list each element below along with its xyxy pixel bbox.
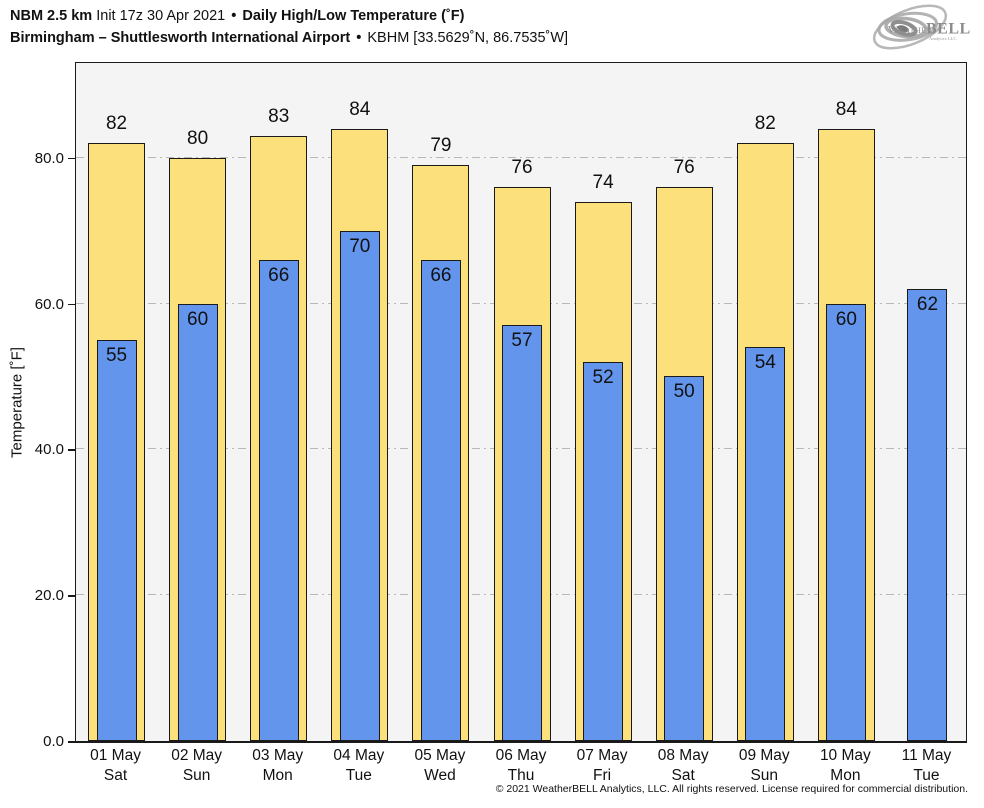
x-tick-date: 09 May <box>738 747 790 764</box>
high-value-label: 74 <box>592 171 614 193</box>
x-tick-label: 02 May Sun <box>152 746 242 786</box>
y-tick-mark <box>68 449 75 451</box>
low-bar <box>420 259 461 741</box>
y-tick-mark <box>68 595 75 597</box>
low-value-label: 66 <box>268 264 290 286</box>
high-value-label: 79 <box>430 135 452 157</box>
low-bar <box>583 361 624 741</box>
x-tick-weekday: Mon <box>830 767 861 784</box>
x-tick-date: 07 May <box>576 747 628 764</box>
logo-subtitle: Analytics LLC <box>929 36 956 41</box>
x-tick-date: 03 May <box>252 747 304 764</box>
y-tick-mark <box>68 741 75 743</box>
y-tick-mark <box>68 303 75 306</box>
init-time: Init 17z 30 Apr 2021 <box>96 8 226 24</box>
title-line-2: Birmingham – Shuttlesworth International… <box>10 27 568 49</box>
y-tick-label: 80.0 <box>34 149 64 167</box>
model-name: NBM 2.5 km <box>10 8 93 24</box>
x-tick-weekday: Sat <box>103 767 128 784</box>
x-tick-date: 05 May <box>414 747 466 764</box>
copyright-notice: © 2021 WeatherBELL Analytics, LLC. All r… <box>495 783 968 795</box>
low-bar <box>664 376 705 741</box>
low-value-label: 54 <box>754 352 776 374</box>
low-bar <box>177 303 218 741</box>
x-tick-weekday: Sat <box>671 767 695 784</box>
x-tick-label: 09 May Sun <box>719 746 809 786</box>
product-title: Daily High/Low Temperature (˚F) <box>242 8 465 24</box>
high-value-label: 76 <box>673 156 695 178</box>
logo-text-weather: Weather <box>888 24 933 36</box>
logo-text-bell: BELL <box>926 21 971 38</box>
x-tick-date: 04 May <box>333 747 385 764</box>
x-tick-weekday: Tue <box>345 767 372 784</box>
x-tick-date: 01 May <box>90 747 141 764</box>
low-bar <box>826 303 867 741</box>
x-tick-weekday: Tue <box>913 767 940 784</box>
x-tick-date: 06 May <box>495 747 547 764</box>
y-tick-mark <box>68 157 75 160</box>
high-value-label: 80 <box>187 127 209 149</box>
x-tick-label: 01 May Sat <box>71 746 161 786</box>
location-title: Birmingham – Shuttlesworth International… <box>10 30 351 46</box>
low-value-label: 52 <box>592 366 614 388</box>
x-tick-label: 05 May Wed <box>395 746 485 786</box>
x-tick-label: 08 May Sat <box>638 746 728 786</box>
title-line-1: NBM 2.5 km Init 17z 30 Apr 2021 • Daily … <box>10 5 568 27</box>
y-tick-label: 40.0 <box>34 441 64 459</box>
x-tick-weekday: Thu <box>507 767 535 784</box>
high-value-label: 82 <box>105 113 128 135</box>
x-tick-label: 06 May Thu <box>476 746 566 786</box>
x-tick-label: 07 May Fri <box>557 746 647 786</box>
chart-header: NBM 2.5 km Init 17z 30 Apr 2021 • Daily … <box>10 5 568 49</box>
x-tick-label: 04 May Tue <box>314 746 404 786</box>
high-value-label: 83 <box>268 105 290 127</box>
x-tick-date: 11 May <box>901 747 952 764</box>
low-value-label: 62 <box>916 294 939 315</box>
y-tick-label: 20.0 <box>34 587 64 605</box>
low-value-label: 60 <box>187 308 209 330</box>
low-bar <box>258 259 299 741</box>
title-separator-2: • <box>356 30 362 46</box>
x-tick-weekday: Sun <box>182 767 211 784</box>
high-value-label: 82 <box>754 113 776 135</box>
station-coords: KBHM [33.5629˚N, 86.7535˚W] <box>367 30 569 46</box>
low-value-label: 55 <box>105 345 128 367</box>
high-value-label: 76 <box>511 156 533 178</box>
x-tick-label: 10 May Mon <box>800 746 890 786</box>
y-tick-label: 0.0 <box>43 733 64 750</box>
x-tick-weekday: Wed <box>424 767 456 784</box>
plot-area: 82 55 80 60 83 66 84 70 79 66 76 57 74 52 76 50 82 54 84 60… <box>75 62 967 743</box>
low-bar <box>907 289 948 741</box>
low-bar <box>745 347 786 741</box>
x-tick-label: 03 May Mon <box>233 746 323 786</box>
low-bar <box>96 340 137 741</box>
low-bar <box>339 230 380 741</box>
low-value-label: 66 <box>430 264 452 286</box>
high-value-label: 84 <box>835 98 857 120</box>
x-tick-weekday: Sun <box>750 767 779 784</box>
low-bar <box>502 325 542 741</box>
hurricane-swirl-icon: Weather BELL Analytics LLC <box>872 4 971 50</box>
x-tick-weekday: Mon <box>262 767 293 784</box>
gridline-80.0 <box>76 156 966 158</box>
low-value-label: 60 <box>835 308 857 330</box>
x-tick-date: 02 May <box>171 747 223 764</box>
x-tick-date: 10 May <box>819 747 871 764</box>
y-axis-title: Temperature [˚F] <box>8 347 26 458</box>
y-tick-label: 60.0 <box>34 295 64 313</box>
low-value-label: 70 <box>349 235 371 257</box>
low-value-label: 50 <box>673 381 695 403</box>
weatherbell-logo: Weather BELL Analytics LLC <box>866 2 978 52</box>
x-tick-label: 11 May Tue <box>881 746 971 786</box>
x-tick-weekday: Fri <box>593 767 612 784</box>
high-value-label: 84 <box>349 98 371 120</box>
title-separator: • <box>231 8 237 24</box>
x-tick-date: 08 May <box>657 747 709 764</box>
low-value-label: 57 <box>511 330 533 352</box>
